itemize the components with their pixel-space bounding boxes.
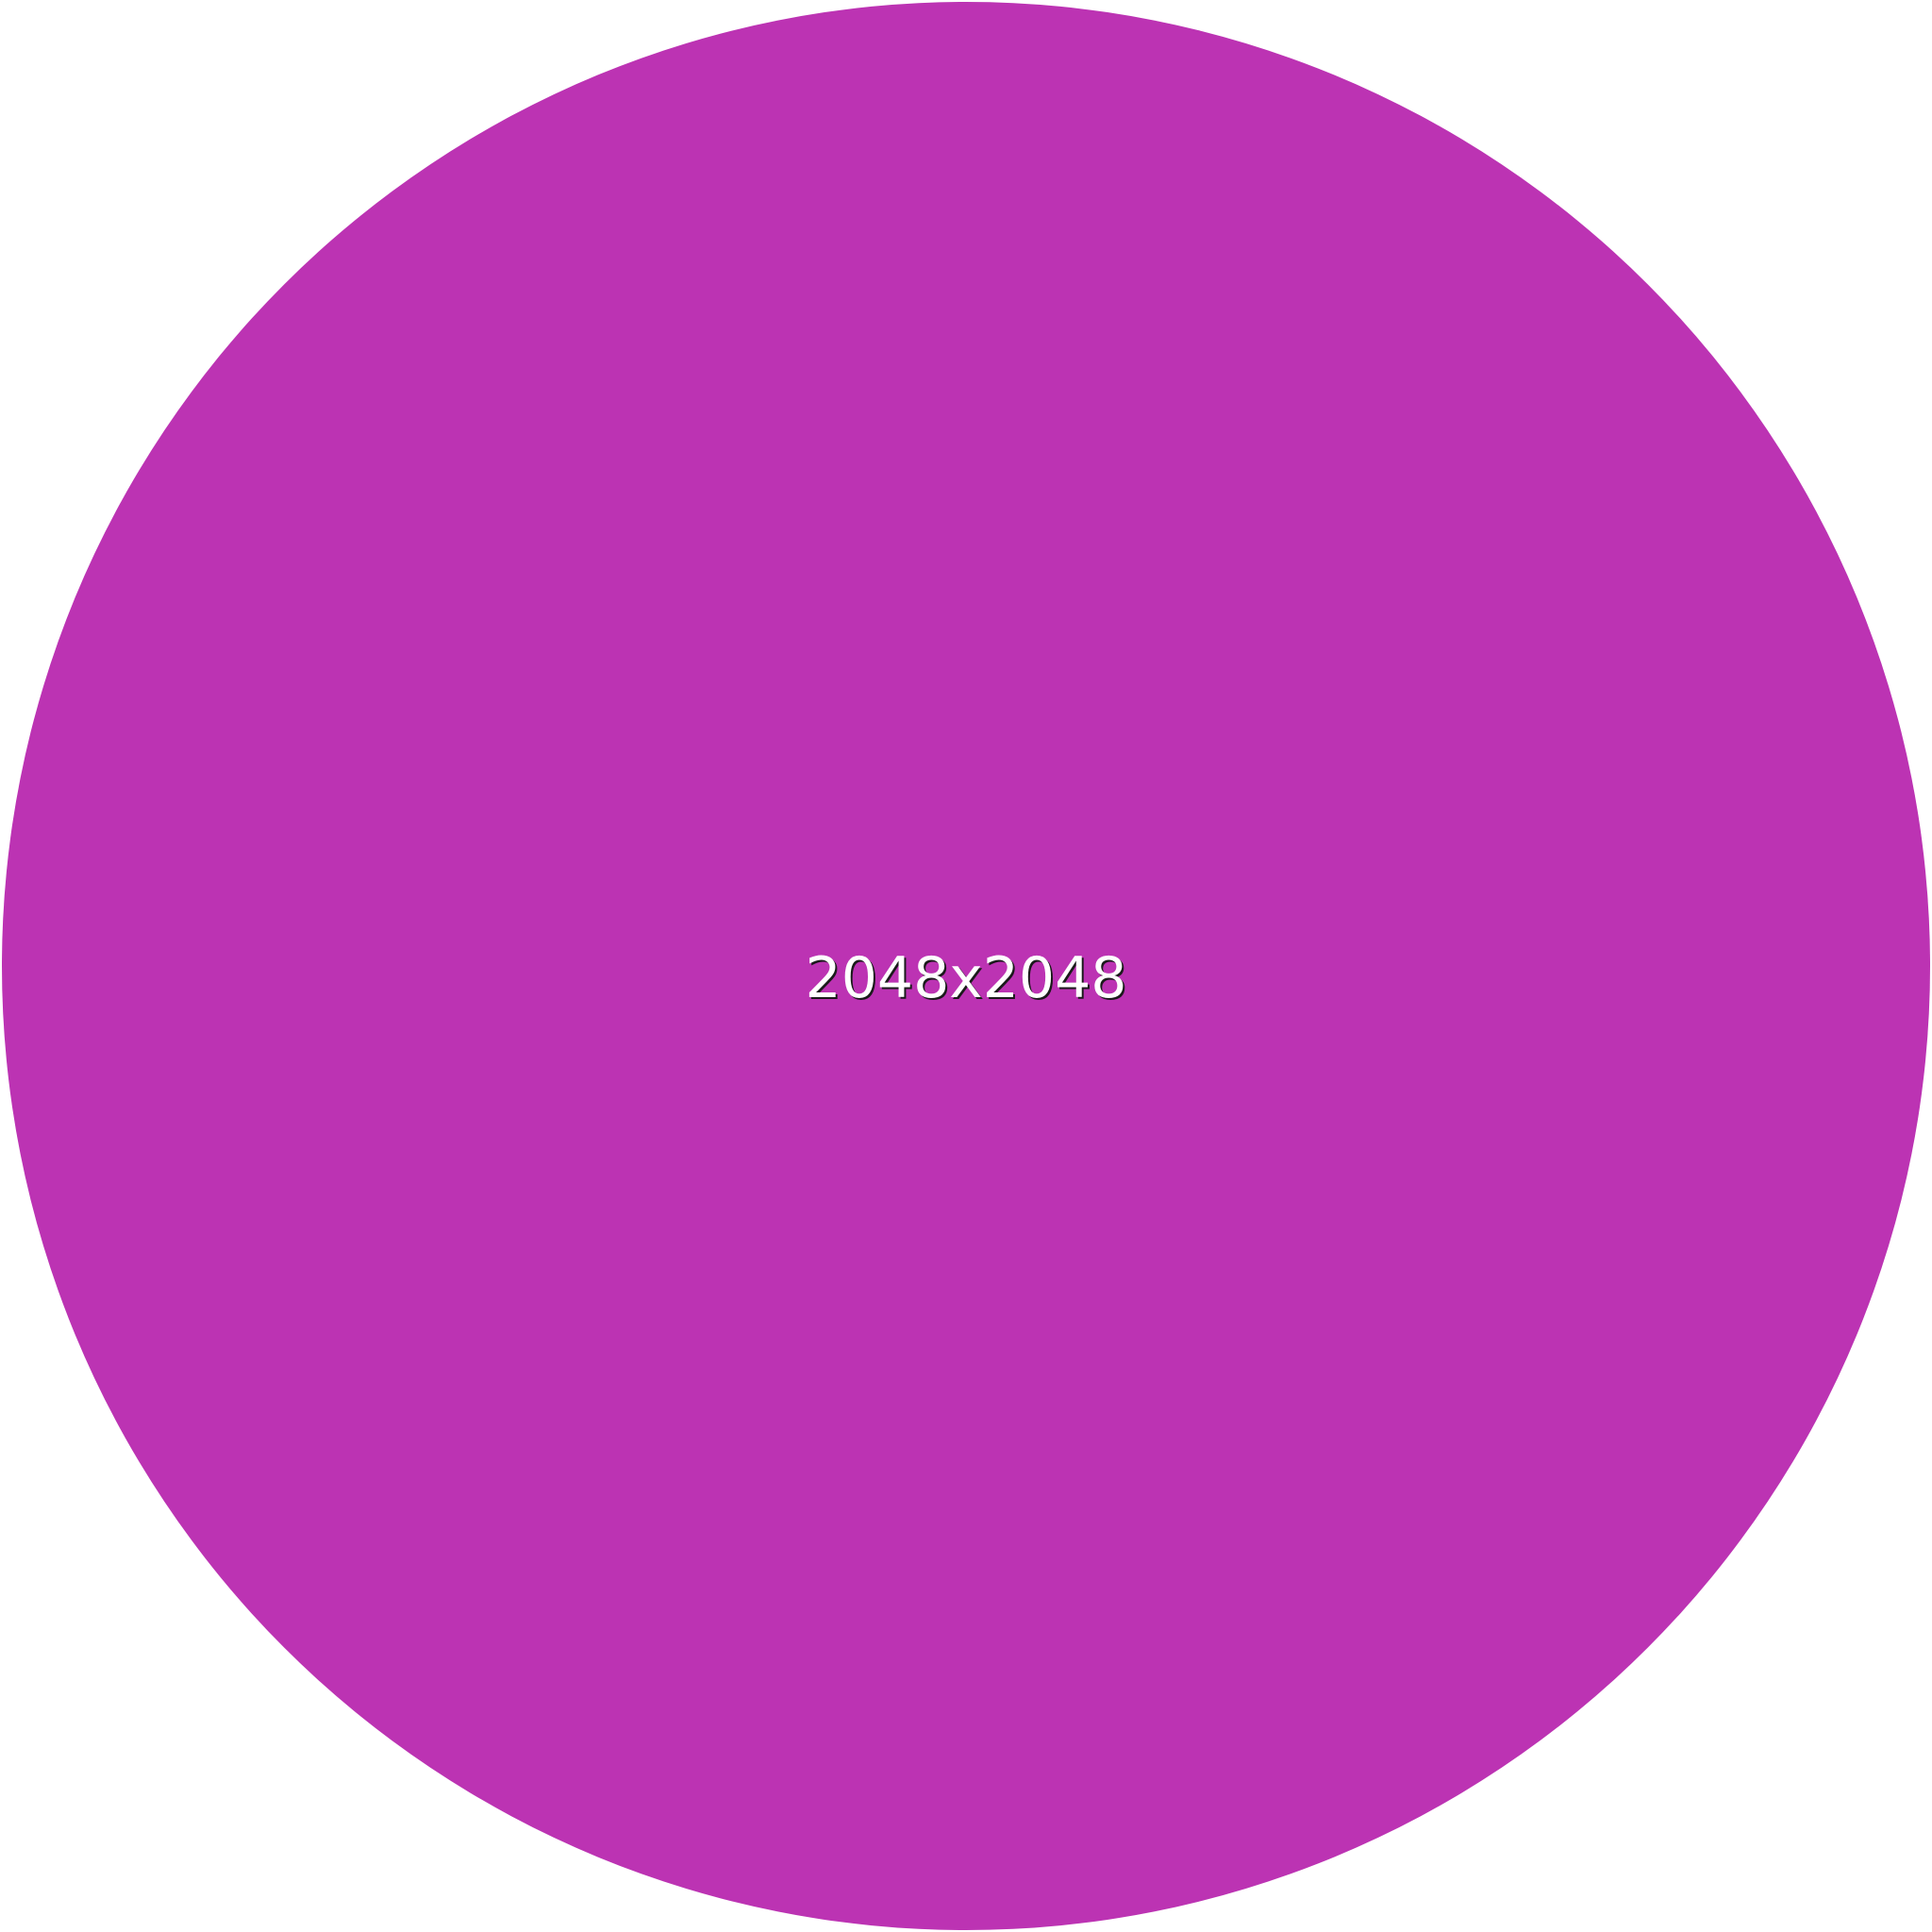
dimension-label: 2048x2048: [805, 945, 1127, 1011]
